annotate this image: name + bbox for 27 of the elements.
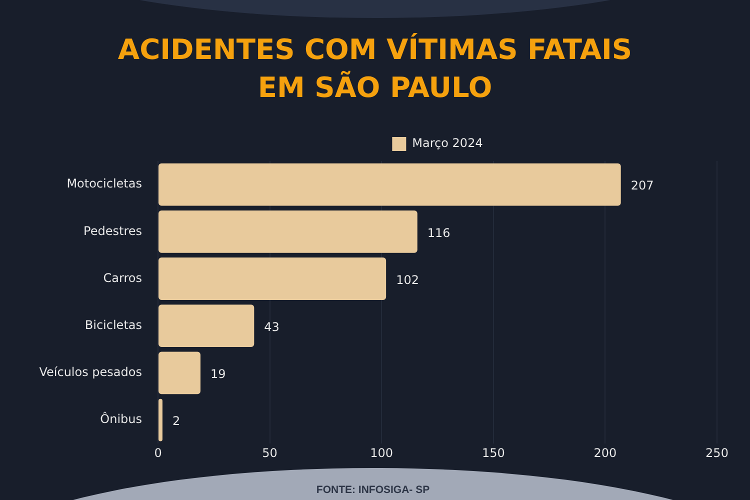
bar: [158, 304, 254, 348]
y-tick-label: Ônibus: [100, 411, 142, 426]
y-tick-label: Carros: [103, 270, 142, 285]
bar: [158, 258, 386, 300]
x-tick-label: 50: [262, 446, 278, 460]
legend-label: Março 2024: [412, 136, 483, 150]
data-label: 43: [264, 320, 280, 334]
x-tick-label: 150: [482, 446, 505, 460]
x-tick-label: 0: [154, 446, 162, 460]
source-note: FONTE: INFOSIGA- SP: [315, 483, 431, 497]
data-label: 116: [427, 226, 450, 240]
y-tick-label: Motocicletas: [66, 176, 142, 191]
data-label: 207: [630, 178, 654, 193]
bar: [158, 163, 621, 206]
data-label: 102: [396, 272, 419, 287]
x-tick-label: 200: [594, 446, 617, 460]
y-tick-label: Veículos pesados: [39, 365, 142, 380]
y-tick-label: Bicicletas: [84, 318, 142, 332]
x-tick-label: 250: [706, 446, 728, 460]
data-label: 2: [172, 414, 180, 428]
chart-title: ACIDENTES COM VÍTIMAS FATAIS EM SÃO PAULO: [116, 32, 634, 106]
bar: [158, 398, 162, 442]
y-tick-label: Pedestres: [84, 224, 142, 238]
data-label: 19: [210, 367, 226, 382]
x-tick-label: 100: [370, 446, 394, 460]
bar: [158, 352, 200, 394]
bar: [158, 210, 418, 253]
